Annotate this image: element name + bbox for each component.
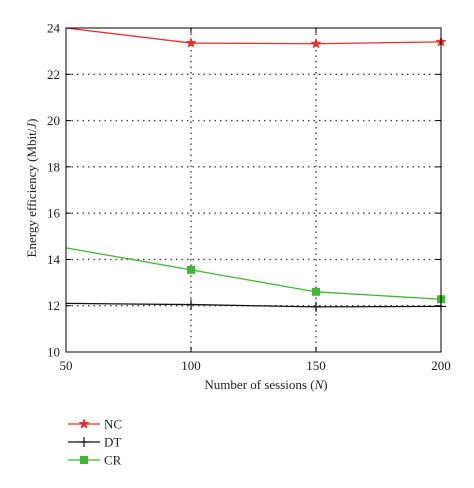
legend-marker-dt <box>79 437 89 447</box>
data-point-dt <box>186 299 196 310</box>
data-point-cr <box>187 265 195 274</box>
y-tick-label: 20 <box>47 113 60 128</box>
data-point-nc <box>310 37 322 49</box>
x-tick-label: 150 <box>306 358 326 373</box>
x-tick-label: 100 <box>181 358 201 373</box>
y-tick-label: 16 <box>47 206 61 221</box>
y-tick-label: 12 <box>47 298 60 313</box>
x-axis-title: Number of sessions (N) <box>204 377 327 392</box>
y-tick-label: 10 <box>47 345 60 360</box>
data-point-cr <box>312 287 320 296</box>
y-tick-label: 24 <box>47 21 61 36</box>
legend-marker-cr <box>80 456 88 464</box>
legend-label-dt: DT <box>104 435 121 450</box>
series-line-nc <box>65 27 442 45</box>
y-axis-title: Energy efficiency (Mbit/J) <box>24 119 39 258</box>
legend-label-cr: CR <box>104 453 122 468</box>
legend-label-nc: NC <box>104 417 122 432</box>
data-point-dt <box>311 301 321 312</box>
series-line-dt <box>65 302 442 308</box>
series-line-cr <box>65 247 442 300</box>
x-tick-label: 200 <box>431 358 451 373</box>
series-layer <box>65 27 447 312</box>
tick-layer: 10 12 14 16 18 20 22 24 50 100 150 200 <box>47 21 451 374</box>
y-tick-label: 14 <box>47 252 61 267</box>
legend-marker-nc <box>78 418 90 429</box>
legend: NC DT CR <box>68 417 122 468</box>
plot-frame <box>65 27 442 353</box>
x-tick-label: 50 <box>60 358 73 373</box>
y-tick-label: 18 <box>47 159 60 174</box>
data-point-nc <box>185 37 197 48</box>
y-tick-label: 22 <box>47 67 60 82</box>
